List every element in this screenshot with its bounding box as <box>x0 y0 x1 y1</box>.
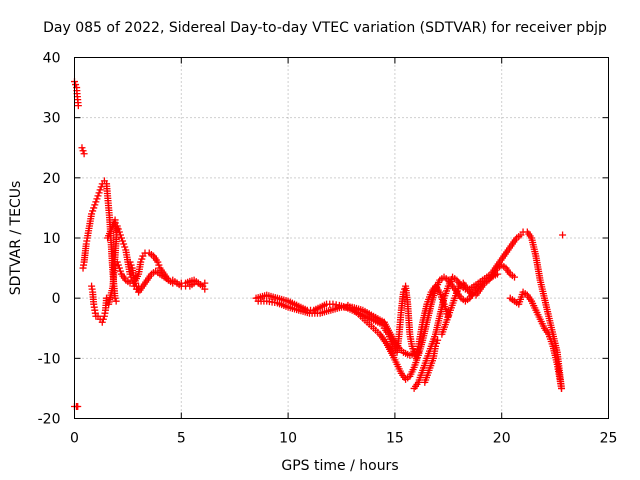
data-point <box>114 225 122 233</box>
data-point <box>94 192 102 200</box>
data-point <box>116 231 124 239</box>
data-point <box>91 201 99 209</box>
data-point <box>98 318 106 326</box>
data-point <box>89 207 97 215</box>
x-tick-label: 20 <box>493 431 511 447</box>
data-point <box>119 237 127 245</box>
data-point <box>78 144 86 152</box>
y-tick-label: 10 <box>43 231 61 247</box>
y-tick-label: 30 <box>43 111 61 127</box>
y-tick-label: 40 <box>43 51 61 67</box>
data-point <box>201 279 209 287</box>
data-point <box>126 270 134 278</box>
data-point <box>103 294 111 302</box>
data-point <box>511 273 519 281</box>
chart-title: Day 085 of 2022, Sidereal Day-to-day VTE… <box>43 20 607 36</box>
data-point <box>112 297 120 305</box>
data-point <box>433 339 441 347</box>
data-point <box>99 315 107 323</box>
data-point <box>434 336 442 344</box>
y-tick-label: 0 <box>52 291 61 307</box>
data-point <box>558 384 566 392</box>
data-point <box>72 81 80 89</box>
y-tick-label: 20 <box>43 171 61 187</box>
data-point <box>130 276 138 284</box>
data-point <box>96 186 104 194</box>
data-point <box>412 354 420 362</box>
x-tick-label: 15 <box>386 431 404 447</box>
axes: 0 5 10 15 20 25 -20 -10 0 10 20 30 40 <box>38 51 618 447</box>
data-point <box>155 261 163 269</box>
data-point <box>74 102 82 110</box>
data-point <box>412 348 420 356</box>
data-point <box>116 267 124 275</box>
data-point <box>137 258 145 266</box>
data-point <box>74 402 82 410</box>
data-point <box>413 345 421 353</box>
y-tick-label: -10 <box>38 351 61 367</box>
y-axis-label: SDTVAR / TECUs <box>8 181 24 296</box>
data-point <box>88 210 96 218</box>
data-point <box>79 147 87 155</box>
data-point <box>95 189 103 197</box>
data-point <box>126 258 134 266</box>
data-point <box>114 261 122 269</box>
data-point <box>115 228 123 236</box>
data-point <box>131 279 139 287</box>
data-points <box>71 78 567 410</box>
data-point <box>93 195 101 203</box>
data-point <box>113 258 121 266</box>
data-point <box>111 294 119 302</box>
x-tick-label: 5 <box>177 431 186 447</box>
data-point <box>117 234 125 242</box>
y-tick-label: -20 <box>38 412 61 428</box>
x-tick-label: 0 <box>70 431 79 447</box>
data-point <box>80 150 88 158</box>
data-point <box>431 342 439 350</box>
data-point <box>92 198 100 206</box>
data-point <box>113 222 121 230</box>
data-point <box>401 285 409 293</box>
data-point <box>154 258 162 266</box>
data-point <box>115 264 123 272</box>
data-point <box>90 204 98 212</box>
grid <box>74 57 609 419</box>
data-point <box>559 231 567 239</box>
data-point <box>132 282 140 290</box>
data-point <box>127 261 135 269</box>
data-point <box>120 240 128 248</box>
x-axis-label: GPS time / hours <box>281 458 398 474</box>
data-point <box>121 243 129 251</box>
x-tick-label: 25 <box>600 431 618 447</box>
data-point <box>138 255 146 263</box>
x-tick-label: 10 <box>279 431 297 447</box>
